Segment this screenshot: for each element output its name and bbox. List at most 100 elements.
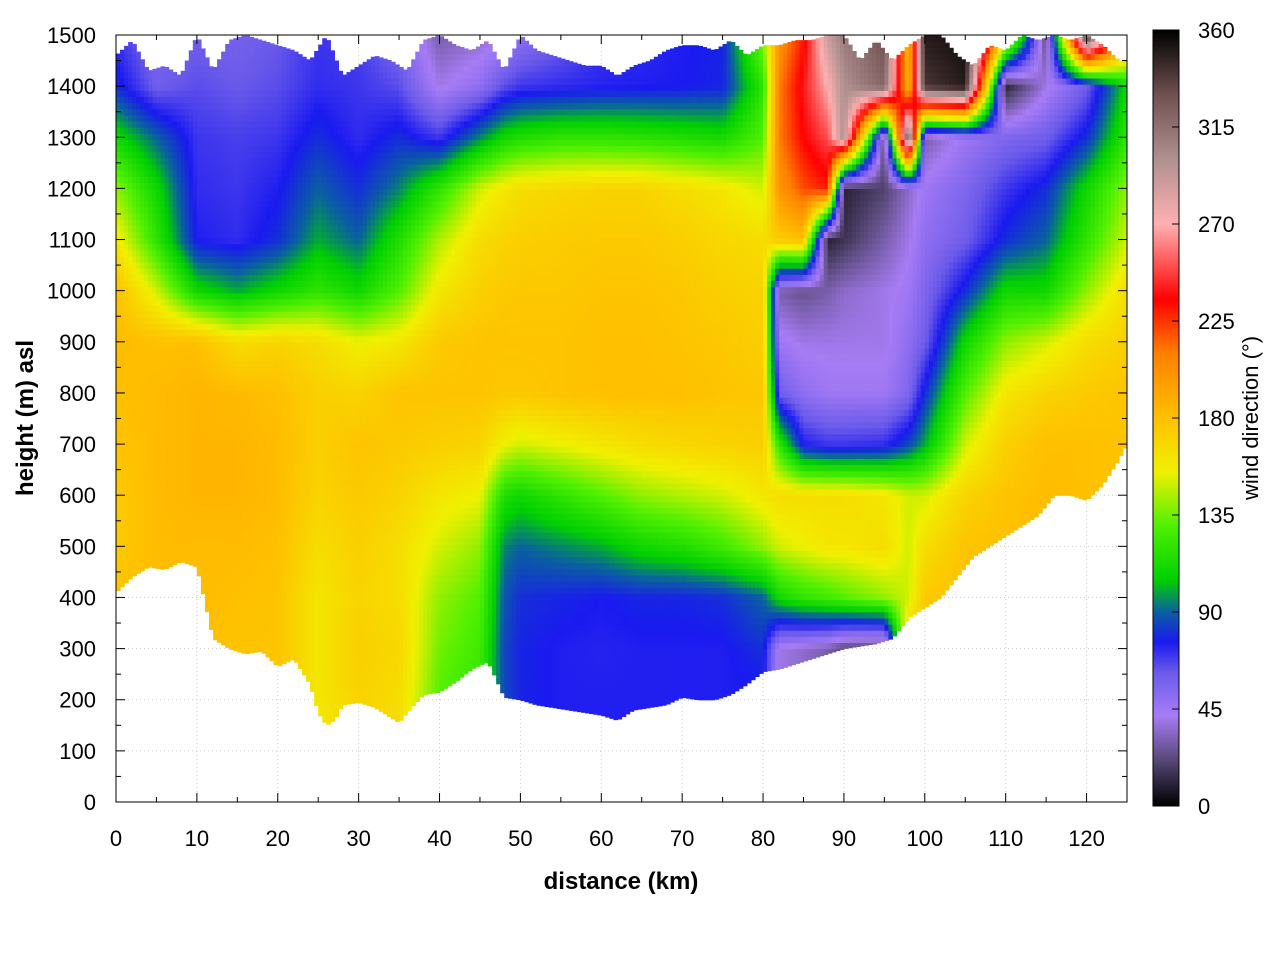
heatmap-cell [225, 618, 230, 625]
heatmap-cell [128, 477, 133, 484]
heatmap-cell [165, 458, 170, 465]
heatmap-cell [270, 612, 275, 619]
heatmap-cell [165, 188, 170, 195]
heatmap-cell [253, 642, 258, 649]
heatmap-cell [258, 495, 263, 502]
heatmap-cell [193, 213, 198, 220]
heatmap-cell [116, 557, 121, 564]
heatmap-cell [197, 397, 202, 404]
heatmap-cell [298, 102, 303, 109]
heatmap-cell [225, 440, 230, 447]
heatmap-cell [249, 152, 254, 159]
heatmap-cell [160, 483, 165, 490]
heatmap-cell [233, 452, 238, 459]
heatmap-cell [217, 495, 222, 502]
heatmap-cell [314, 673, 319, 680]
heatmap-cell [152, 391, 157, 398]
heatmap-cell [116, 477, 121, 484]
heatmap-cell [314, 336, 319, 343]
heatmap-cell [322, 72, 327, 79]
heatmap-cell [266, 323, 271, 330]
heatmap-cell [116, 379, 121, 386]
heatmap-cell [298, 630, 303, 637]
heatmap-cell [140, 422, 145, 429]
heatmap-cell [245, 618, 250, 625]
heatmap-cell [286, 213, 291, 220]
heatmap-cell [233, 379, 238, 386]
heatmap-cell [132, 72, 137, 79]
heatmap-cell [249, 268, 254, 275]
heatmap-cell [177, 231, 182, 238]
heatmap-cell [132, 170, 137, 177]
heatmap-cell [290, 532, 295, 539]
heatmap-cell [136, 299, 141, 306]
heatmap-cell [298, 550, 303, 557]
heatmap-cell [298, 409, 303, 416]
heatmap-cell [278, 342, 283, 349]
heatmap-cell [132, 133, 137, 140]
heatmap-cell [278, 477, 283, 484]
heatmap-cell [144, 477, 149, 484]
heatmap-cell [278, 115, 283, 122]
heatmap-cell [253, 38, 258, 42]
heatmap-cell [274, 188, 279, 195]
heatmap-cell [290, 244, 295, 251]
heatmap-cell [290, 121, 295, 128]
heatmap-cell [124, 311, 129, 318]
heatmap-cell [241, 231, 246, 238]
heatmap-cell [185, 557, 190, 564]
heatmap-cell [205, 311, 210, 318]
heatmap-cell [128, 465, 133, 472]
heatmap-cell [116, 293, 121, 300]
heatmap-cell [181, 188, 186, 195]
heatmap-cell [177, 465, 182, 472]
heatmap-cell [253, 336, 258, 343]
heatmap-cell [165, 330, 170, 337]
heatmap-cell [286, 422, 291, 429]
heatmap-cell [229, 458, 234, 465]
heatmap-cell [132, 268, 137, 275]
heatmap-cell [132, 311, 137, 318]
heatmap-cell [173, 268, 178, 275]
heatmap-cell [189, 115, 194, 122]
heatmap-cell [298, 72, 303, 79]
heatmap-cell [262, 176, 267, 183]
heatmap-cell [209, 354, 214, 361]
heatmap-cell [294, 379, 299, 386]
heatmap-cell [318, 342, 323, 349]
heatmap-cell [290, 624, 295, 631]
heatmap-cell [278, 606, 283, 613]
heatmap-cell [201, 195, 206, 202]
heatmap-cell [193, 477, 198, 484]
heatmap-cell [209, 477, 214, 484]
heatmap-cell [165, 274, 170, 281]
heatmap-cell [213, 624, 218, 631]
heatmap-cell [209, 624, 214, 630]
heatmap-cell [310, 330, 315, 337]
heatmap-cell [140, 207, 145, 214]
heatmap-cell [221, 336, 226, 343]
heatmap-cell [132, 544, 137, 551]
heatmap-cell [253, 41, 258, 48]
heatmap-cell [193, 501, 198, 508]
heatmap-cell [245, 311, 250, 318]
heatmap-cell [193, 145, 198, 152]
heatmap-cell [290, 262, 295, 269]
heatmap-cell [221, 593, 226, 600]
heatmap-cell [209, 305, 214, 312]
heatmap-cell [128, 109, 133, 116]
heatmap-cell [302, 557, 307, 564]
heatmap-cell [302, 72, 307, 79]
heatmap-cell [245, 563, 250, 570]
heatmap-cell [249, 262, 254, 269]
heatmap-cell [302, 133, 307, 140]
heatmap-cell [221, 403, 226, 410]
heatmap-cell [209, 342, 214, 349]
heatmap-cell [201, 428, 206, 435]
heatmap-cell [278, 53, 283, 60]
heatmap-cell [213, 489, 218, 496]
heatmap-cell [294, 225, 299, 232]
heatmap-cell [193, 403, 198, 410]
heatmap-cell [322, 152, 327, 159]
heatmap-cell [290, 72, 295, 79]
